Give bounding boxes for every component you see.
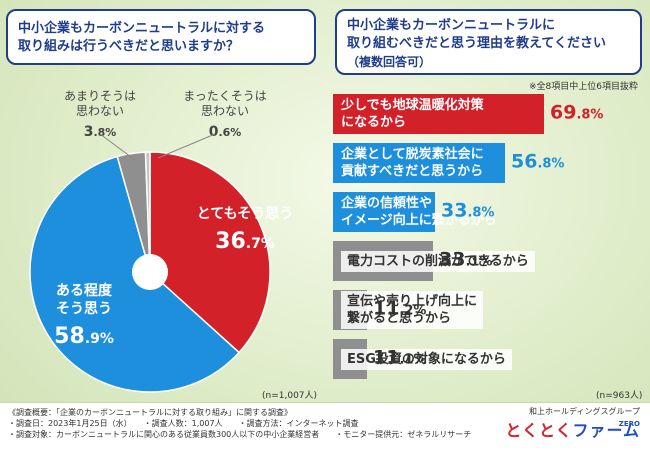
pie-label-text-2-0: あまりそうは [64, 89, 136, 103]
bar-label-1: 企業として脱炭素社会に 貢献すべきだと思うから [341, 146, 484, 180]
pie-value-3: 0.6% [209, 124, 242, 140]
left-sample-size: (n=1,007人) [262, 391, 318, 401]
bar-label-line1-2: 企業の信頼性や [341, 196, 433, 211]
pie-label-text-1-1: そう思う [56, 301, 112, 317]
pie-label-text-1-0: ある程度 [56, 282, 113, 299]
left-question-title: 中小企業もカーボンニュートラルに対する 取り組みは行うべきだと思いますか？ [6, 9, 316, 65]
bar-2: 企業の信頼性やイメージ向上に繋がるから 33.8% [333, 192, 497, 232]
left-title-line-2: 取り組みは行うべきだと思いますか？ [18, 39, 240, 54]
pie-slice-0 [149, 151, 271, 354]
bar-value-0: 69.8% [550, 101, 604, 124]
bar-label-line2-0: になるから [341, 115, 407, 130]
pie-center-hole [132, 254, 168, 290]
bar-label-0: 少しでも地球温暖化対策 になるから [341, 97, 484, 131]
pie-value-1: 58.9% [54, 324, 114, 349]
bar-label-line1-3: 電力コストの削減ができるから [347, 253, 529, 269]
bar-3: 電力コストの削減ができるから 33.1% [333, 241, 535, 281]
pie-label-text-3-0: まったくそうは [183, 89, 267, 103]
bar-label-2: 企業の信頼性やイメージ向上に繋がるから [341, 195, 497, 229]
right-question-title: 中小企業もカーボンニュートラルに 取り組むべきだと思う理由を教えてください （複… [335, 9, 642, 75]
pie-chart: とてもそう思う36.7%ある程度そう思う58.9%あまりそうは思わない3.8%ま… [29, 89, 294, 393]
brand-logo: 和上ホールディングスグループ とくとくファーム ZERO [505, 406, 640, 441]
survey-line-1: ・調査日：2023年1月25日（水） ・調査人数：1,007人 ・調査方法：イン… [8, 419, 359, 428]
right-title-line-3: （複数回答可） [347, 55, 432, 69]
bar-label-3: 電力コストの削減ができるから [341, 250, 535, 272]
pie-leader-line-1 [157, 133, 216, 159]
survey-overview: 《調査概要：「企業のカーボンニュートラルに対する取り組み」に関する調査》 ・調査… [8, 407, 471, 440]
bar-value-5: 11.1% [373, 346, 427, 369]
pie-value-2: 3.8% [84, 124, 117, 140]
right-title-line-2: 取り組むべきだと思う理由を教えてください [347, 36, 606, 51]
survey-title: 《調査概要：「企業のカーボンニュートラルに対する取り組み」に関する調査》 [8, 408, 292, 417]
bar-4: 宣伝や売り上げ向上に 繋がると思うから 11.2% [333, 290, 484, 330]
bar-value-1: 56.8% [511, 150, 565, 173]
bar-label-line1-0: 少しでも地球温暖化対策 [341, 98, 484, 113]
bar-label-line1-1: 企業として脱炭素社会に [341, 147, 484, 162]
survey-line-2: ・調査対象：カーボンニュートラルに関心のある従業員数300人以下の中小企業経営者… [8, 430, 472, 439]
pie-label-0: とてもそう思う 36.7% [197, 206, 294, 254]
pie-slice-3 [144, 151, 151, 273]
pie-leader-line-0 [99, 133, 136, 161]
top-items-note: ※全8項目中上位6項目抜粋 [529, 82, 638, 92]
pie-value-0: 36.7% [215, 229, 275, 254]
brand-zero: ZERO [618, 420, 640, 428]
pie-label-text-0-0: とてもそう思う [197, 206, 294, 222]
bar-label-line1-5: ESG投資の対象になるから [347, 351, 506, 367]
right-title-line-1: 中小企業もカーボンニュートラルに [347, 18, 556, 33]
bar-label-line2-2: イメージ向上に繋がるから [341, 213, 497, 228]
footer: 《調査概要：「企業のカーボンニュートラルに対する取り組み」に関する調査》 ・調査… [0, 402, 650, 450]
brand-name-b: ファーム [572, 421, 640, 440]
bar-label-line2-4: 繋がると思うから [347, 311, 452, 326]
brand-name-a: とくとく [505, 421, 573, 440]
bar-value-3: 33.1% [439, 248, 493, 271]
pie-label-text-3-1: 思わない [201, 104, 249, 118]
bar-5: ESG投資の対象になるから 11.1% [333, 339, 512, 379]
bar-value-4: 11.2% [373, 297, 427, 320]
bar-value-2: 33.8% [441, 199, 495, 222]
pie-label-text-2-1: 思わない [76, 104, 124, 118]
bar-label-line1-4: 宣伝や売り上げ向上に [347, 294, 478, 309]
bar-label-5: ESG投資の対象になるから [341, 348, 512, 370]
brand-company: 和上ホールディングスグループ [529, 407, 640, 416]
right-sample-size: (n=963人) [596, 391, 643, 401]
bar-1: 企業として脱炭素社会に 貢献すべきだと思うから 56.8% [333, 143, 564, 183]
bar-label-line2-1: 貢献すべきだと思うから [341, 164, 484, 179]
bar-0: 少しでも地球温暖化対策 になるから 69.8% [333, 94, 603, 134]
brand-name: とくとくファーム [505, 417, 640, 441]
bar-label-4: 宣伝や売り上げ向上に 繋がると思うから [341, 291, 484, 329]
left-title-line-1: 中小企業もカーボンニュートラルに対する [18, 21, 266, 36]
